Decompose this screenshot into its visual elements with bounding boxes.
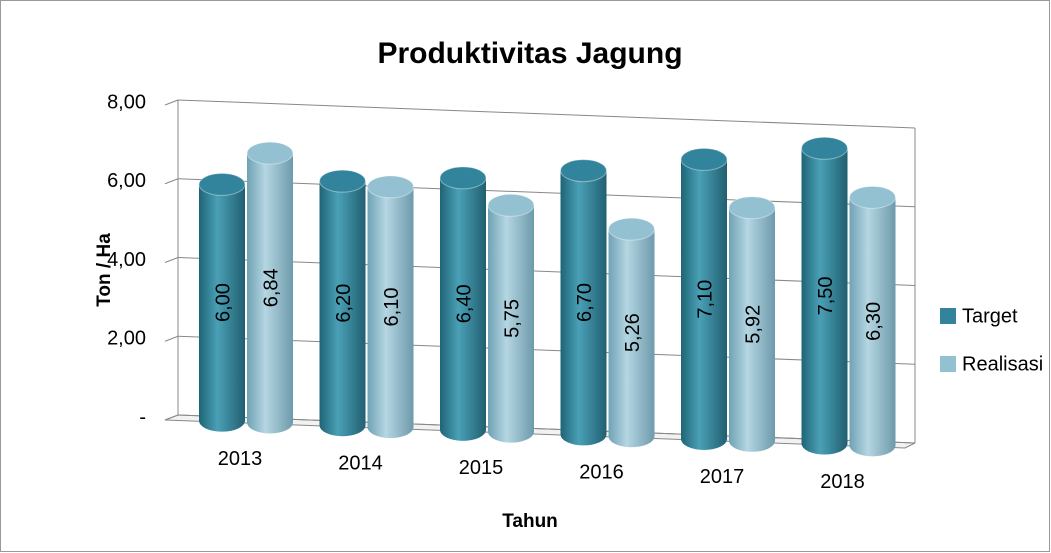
x-tick-label: 2014 — [338, 452, 383, 474]
tick-mark — [164, 335, 179, 342]
data-label: 6,84 — [260, 268, 282, 307]
data-label: 6,70 — [574, 283, 596, 322]
y-tick-label: 6,00 — [107, 170, 146, 192]
legend-swatch — [940, 356, 956, 372]
cylinder-body — [849, 197, 896, 446]
cylinder-body — [488, 205, 534, 432]
cylinder-body — [247, 153, 293, 423]
tick-mark — [164, 99, 179, 106]
x-tick-label: 2015 — [459, 457, 504, 479]
y-tick-label: 8,00 — [107, 91, 146, 113]
data-label: 7,50 — [815, 276, 837, 315]
cylinder — [560, 159, 607, 446]
data-label: 5,26 — [622, 313, 644, 352]
grid-line — [177, 335, 916, 365]
data-label: 5,92 — [742, 305, 764, 344]
cylinder — [319, 169, 366, 437]
grid-line — [177, 178, 916, 208]
cylinder — [439, 166, 487, 441]
cylinder-body — [560, 170, 607, 435]
cylinder-body — [681, 159, 727, 439]
cylinder — [487, 193, 535, 443]
legend-label: Target — [962, 305, 1018, 327]
cylinder — [680, 147, 728, 450]
cylinder — [608, 217, 655, 448]
cylinder — [801, 136, 848, 455]
cylinder-top — [367, 175, 414, 199]
cylinder-body — [319, 181, 366, 426]
data-label: 6,00 — [212, 283, 234, 322]
tick-mark — [164, 178, 179, 185]
cylinder — [728, 196, 776, 452]
cylinder — [198, 172, 246, 432]
y-tick-label: 4,00 — [107, 249, 146, 271]
legend-swatch — [940, 308, 956, 324]
x-tick-label: 2016 — [579, 462, 624, 484]
cylinder-body — [608, 229, 655, 437]
grid-line — [177, 99, 916, 129]
x-tick-label: 2013 — [218, 448, 263, 470]
grid-line — [177, 257, 916, 286]
cylinder-body — [199, 184, 245, 421]
cylinder-top — [728, 196, 776, 220]
legend-label: Realisasi — [962, 353, 1043, 375]
cylinder-top — [801, 136, 848, 160]
x-tick-label: 2017 — [700, 466, 745, 488]
data-label: 6,40 — [453, 284, 475, 323]
y-tick-label: 2,00 — [107, 328, 146, 350]
data-label: 5,75 — [501, 299, 523, 338]
cylinder-top — [319, 169, 366, 193]
cylinder — [246, 141, 294, 434]
data-label: 7,10 — [694, 280, 716, 319]
cylinder-top — [198, 172, 246, 196]
cylinder-top — [246, 141, 294, 165]
cylinder — [849, 185, 896, 457]
chart-title: Produktivitas Jagung — [377, 37, 682, 70]
cylinder-top — [680, 147, 728, 171]
cylinder-top — [849, 185, 896, 209]
cylinder-body — [440, 177, 486, 430]
cylinder-body — [801, 148, 848, 444]
data-label: 6,30 — [863, 302, 885, 341]
cylinder-top — [487, 193, 535, 217]
data-label: 6,10 — [381, 288, 403, 327]
cylinder — [367, 175, 414, 439]
y-tick-label: - — [139, 406, 146, 428]
tick-mark — [164, 414, 179, 421]
cylinder-top — [439, 166, 487, 190]
cylinder-body — [729, 207, 775, 441]
cylinder-body — [367, 186, 414, 428]
grid-line — [177, 414, 916, 444]
tick-mark — [164, 257, 179, 263]
cylinder-top — [608, 217, 655, 241]
cylinder-top — [560, 159, 607, 183]
x-axis-label: Tahun — [502, 511, 558, 532]
y-axis-label: Ton / Ha — [94, 233, 115, 307]
data-label: 6,20 — [333, 284, 355, 323]
x-tick-label: 2018 — [820, 471, 865, 493]
